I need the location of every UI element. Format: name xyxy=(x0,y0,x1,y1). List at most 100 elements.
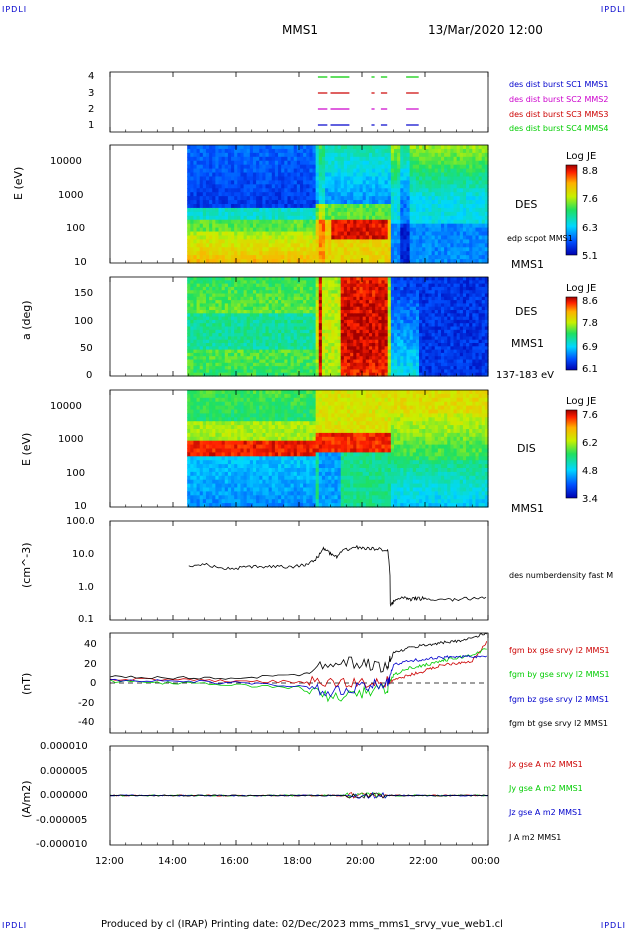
des-pitch-cell xyxy=(378,303,383,308)
des-pitch-cell xyxy=(202,329,207,334)
des-energy-cell xyxy=(428,164,433,170)
des-energy-cell xyxy=(403,148,408,154)
des-pitch-cell xyxy=(290,349,295,354)
des-energy-cell xyxy=(484,223,489,229)
des-energy-cell xyxy=(252,192,257,197)
des-energy-cell xyxy=(359,259,364,264)
des-energy-cell xyxy=(337,180,342,185)
des-energy-cell xyxy=(356,145,361,150)
des-energy-cell xyxy=(337,223,342,229)
des-energy-cell xyxy=(259,156,263,162)
des-pitch-cell xyxy=(378,310,383,314)
des-pitch-cell xyxy=(356,280,361,285)
des-energy-cell xyxy=(346,219,351,225)
des-energy-cell xyxy=(227,196,232,201)
des-energy-cell xyxy=(243,251,248,256)
des-pitch-cell xyxy=(378,293,383,298)
des-energy-cell xyxy=(262,200,267,205)
des-energy-cell xyxy=(252,184,257,189)
des-energy-cell xyxy=(278,231,282,237)
des-energy-cell xyxy=(340,176,345,181)
des-pitch-cell xyxy=(212,336,216,341)
des-energy-cell xyxy=(231,235,235,240)
des-pitch-cell xyxy=(209,303,213,308)
des-energy-cell xyxy=(472,188,477,193)
des-pitch-cell xyxy=(240,283,245,288)
des-energy-cell xyxy=(215,164,220,170)
des-pitch-cell xyxy=(274,280,279,285)
des-pitch-cell xyxy=(293,310,298,314)
des-energy-cell xyxy=(381,207,386,213)
des-energy-cell xyxy=(256,223,260,229)
des-pitch-cell xyxy=(299,343,304,347)
des-energy-cell xyxy=(481,211,486,217)
des-pitch-cell xyxy=(312,359,317,364)
des-energy-cell xyxy=(262,192,267,197)
des-energy-cell xyxy=(415,259,420,264)
des-energy-cell xyxy=(256,200,260,205)
des-pitch-cell xyxy=(227,290,232,295)
des-pitch-cell xyxy=(284,329,289,334)
des-pitch-cell xyxy=(387,290,392,295)
des-energy-cell xyxy=(346,243,351,248)
des-pitch-cell xyxy=(259,300,263,304)
des-energy-cell xyxy=(328,251,332,256)
des-pitch-cell xyxy=(346,293,351,298)
des-energy-cell xyxy=(231,156,235,162)
des-energy-cell xyxy=(268,247,273,252)
des-pitch-cell xyxy=(315,362,320,367)
des-pitch-cell xyxy=(243,290,248,295)
des-energy-cell xyxy=(296,200,301,205)
des-pitch-cell xyxy=(278,310,282,314)
des-pitch-cell xyxy=(221,277,226,281)
des-energy-cell xyxy=(215,239,220,244)
des-pitch-cell xyxy=(340,339,345,344)
des-energy-cell xyxy=(274,259,279,264)
des-energy-cell xyxy=(469,180,473,185)
des-pitch-cell xyxy=(365,290,370,295)
des-energy-cell xyxy=(381,223,386,229)
des-energy-cell xyxy=(205,259,210,264)
des-pitch-cell xyxy=(256,326,260,331)
des-pitch-cell xyxy=(303,326,307,331)
des-energy-cell xyxy=(419,231,423,237)
des-pitch-cell xyxy=(309,343,314,347)
des-pitch-cell xyxy=(343,366,348,370)
des-pitch-cell xyxy=(346,349,351,354)
des-energy-cell xyxy=(469,231,473,237)
des-energy-cell xyxy=(271,259,276,264)
des-pitch-cell xyxy=(205,316,210,321)
des-energy-cell xyxy=(475,251,480,256)
des-energy-cell xyxy=(284,164,289,170)
des-energy-cell xyxy=(425,192,430,197)
des-pitch-cell xyxy=(281,296,285,301)
des-pitch-cell xyxy=(227,303,232,308)
des-energy-cell xyxy=(365,200,370,205)
des-energy-cell xyxy=(481,196,486,201)
des-pitch-cell xyxy=(259,277,263,281)
des-energy-cell xyxy=(444,200,448,205)
des-pitch-cell xyxy=(246,306,251,311)
des-energy-cell xyxy=(372,180,376,185)
des-energy-cell xyxy=(237,196,242,201)
des-pitch-cell xyxy=(259,349,263,354)
des-energy-cell xyxy=(321,152,326,158)
des-energy-cell xyxy=(202,247,207,252)
des-pitch-cell xyxy=(350,366,354,370)
des-energy-cell xyxy=(296,156,301,162)
des-energy-cell xyxy=(475,184,480,189)
des-energy-cell xyxy=(431,168,436,174)
des-pitch-cell xyxy=(293,329,298,334)
des-energy-cell xyxy=(453,184,458,189)
des-pitch-cell xyxy=(259,296,263,301)
des-energy-cell xyxy=(431,156,436,162)
des-energy-cell xyxy=(265,204,270,209)
des-energy-cell xyxy=(199,188,204,193)
des-energy-cell xyxy=(381,160,386,166)
des-energy-cell xyxy=(384,219,389,225)
des-pitch-cell xyxy=(372,280,376,285)
des-energy-cell xyxy=(381,164,386,170)
des-pitch-cell xyxy=(353,352,357,357)
des-pitch-cell xyxy=(368,372,373,377)
des-energy-cell xyxy=(397,176,401,181)
